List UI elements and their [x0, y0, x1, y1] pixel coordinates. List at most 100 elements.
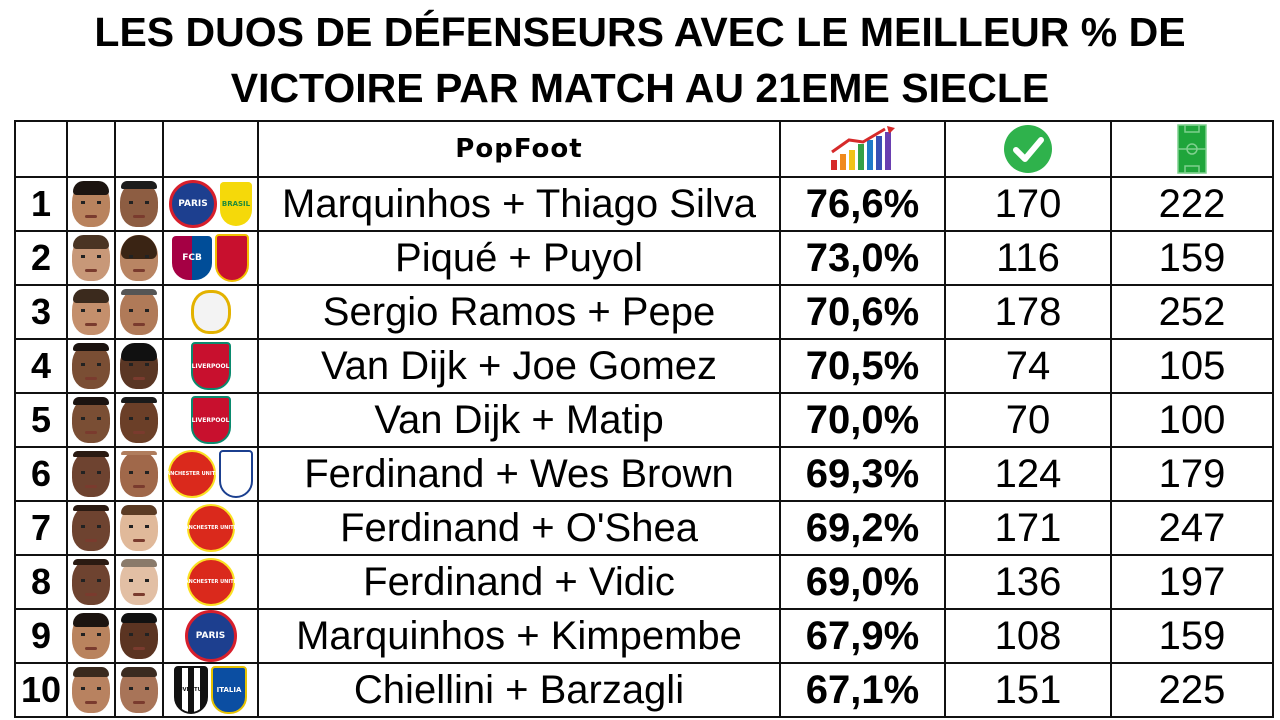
- player-photo-cell: [66, 554, 116, 610]
- checkmark-icon: [1004, 125, 1052, 173]
- club-logo-cell: [162, 284, 259, 340]
- club-logo-cell: FCB: [162, 230, 259, 286]
- table-header: PopFoot: [14, 120, 1274, 178]
- player-photo-cell: [114, 284, 164, 340]
- player-photo-cell: [66, 446, 116, 502]
- player-photo-cell: [114, 500, 164, 556]
- player-photo-cell: [66, 608, 116, 664]
- matches-count: 159: [1110, 608, 1274, 664]
- player-photo: [120, 559, 158, 605]
- italia-crest-icon: ITALIA: [211, 666, 247, 714]
- player-photo-cell: [114, 446, 164, 502]
- player-photo: [120, 343, 158, 389]
- manchester-united-crest-icon: MANCHESTER UNITED: [180, 504, 241, 552]
- header-wins-cell: [944, 120, 1112, 178]
- table-row: 10 JUVENTUS ITALIA Chiellini + Barzagli …: [14, 662, 1274, 718]
- player-photo: [120, 397, 158, 443]
- player-photo-cell: [114, 230, 164, 286]
- matches-count: 197: [1110, 554, 1274, 610]
- player-photo-cell: [66, 284, 116, 340]
- player-photo: [72, 613, 110, 659]
- duo-names: Piqué + Puyol: [257, 230, 781, 286]
- club-logo-cell: PARIS: [162, 608, 259, 664]
- table-row: 6 MANCHESTER UNITED Ferdinand + Wes Brow…: [14, 446, 1274, 502]
- club-logo-cell: MANCHESTER UNITED: [162, 500, 259, 556]
- football-pitch-icon: [1177, 124, 1207, 174]
- wins-count: 70: [944, 392, 1112, 448]
- player-photo-cell: [66, 392, 116, 448]
- wins-count: 151: [944, 662, 1112, 718]
- win-percentage: 69,2%: [779, 500, 946, 556]
- duo-names: Van Dijk + Joe Gomez: [257, 338, 781, 394]
- win-percentage: 70,6%: [779, 284, 946, 340]
- club-logo-cell: MANCHESTER UNITED: [162, 446, 259, 502]
- ranking-table: PopFoot: [14, 120, 1274, 718]
- duo-names: Ferdinand + Vidic: [257, 554, 781, 610]
- rank-cell: 6: [14, 446, 68, 502]
- duo-names: Ferdinand + Wes Brown: [257, 446, 781, 502]
- rank-cell: 7: [14, 500, 68, 556]
- player-photo: [120, 289, 158, 335]
- player-photo: [72, 181, 110, 227]
- win-percentage: 67,9%: [779, 608, 946, 664]
- matches-count: 225: [1110, 662, 1274, 718]
- duo-names: Marquinhos + Thiago Silva: [257, 176, 781, 232]
- duo-names: Sergio Ramos + Pepe: [257, 284, 781, 340]
- popfoot-logo: PopFoot: [455, 134, 583, 164]
- matches-count: 252: [1110, 284, 1274, 340]
- matches-count: 222: [1110, 176, 1274, 232]
- player-photo: [72, 235, 110, 281]
- player-photo: [72, 505, 110, 551]
- player-photo: [120, 613, 158, 659]
- win-percentage: 70,5%: [779, 338, 946, 394]
- matches-count: 100: [1110, 392, 1274, 448]
- player-photo: [120, 505, 158, 551]
- player-photo-cell: [66, 230, 116, 286]
- spain-crest-icon: [215, 234, 249, 282]
- bar-chart-icon: [830, 126, 895, 170]
- matches-count: 159: [1110, 230, 1274, 286]
- duo-names: Van Dijk + Matip: [257, 392, 781, 448]
- player-photo-cell: [114, 662, 164, 718]
- player-photo: [72, 343, 110, 389]
- liverpool-crest-icon: LIVERPOOL: [190, 342, 231, 390]
- header-blank: [14, 120, 68, 178]
- header-percent-cell: [779, 120, 946, 178]
- rank-cell: 8: [14, 554, 68, 610]
- club-logo-cell: PARIS BRASIL: [162, 176, 259, 232]
- juventus-crest-icon: JUVENTUS: [174, 666, 208, 714]
- rank-cell: 9: [14, 608, 68, 664]
- rank-cell: 4: [14, 338, 68, 394]
- player-photo: [120, 451, 158, 497]
- psg-crest-icon: PARIS: [184, 611, 237, 661]
- matches-count: 179: [1110, 446, 1274, 502]
- page-title: LES DUOS DE DÉFENSEURS AVEC LE MEILLEUR …: [0, 0, 1280, 120]
- player-photo: [120, 235, 158, 281]
- header-matches-cell: [1110, 120, 1274, 178]
- manchester-united-crest-icon: MANCHESTER UNITED: [180, 558, 241, 606]
- player-photo: [72, 667, 110, 713]
- wins-count: 171: [944, 500, 1112, 556]
- rank-cell: 3: [14, 284, 68, 340]
- club-logo-cell: LIVERPOOL: [162, 392, 259, 448]
- player-photo: [72, 397, 110, 443]
- player-photo-cell: [66, 176, 116, 232]
- player-photo-cell: [66, 338, 116, 394]
- wins-count: 136: [944, 554, 1112, 610]
- duo-names: Marquinhos + Kimpembe: [257, 608, 781, 664]
- win-percentage: 69,3%: [779, 446, 946, 502]
- header-blank: [114, 120, 164, 178]
- club-logo-cell: LIVERPOOL: [162, 338, 259, 394]
- barcelona-crest-icon: FCB: [172, 236, 212, 280]
- win-percentage: 69,0%: [779, 554, 946, 610]
- wins-count: 74: [944, 338, 1112, 394]
- matches-count: 105: [1110, 338, 1274, 394]
- player-photo-cell: [66, 500, 116, 556]
- header-blank: [162, 120, 259, 178]
- wins-count: 116: [944, 230, 1112, 286]
- win-percentage: 67,1%: [779, 662, 946, 718]
- player-photo-cell: [114, 338, 164, 394]
- england-crest-icon: [219, 450, 253, 498]
- player-photo: [120, 667, 158, 713]
- rank-cell: 10: [14, 662, 68, 718]
